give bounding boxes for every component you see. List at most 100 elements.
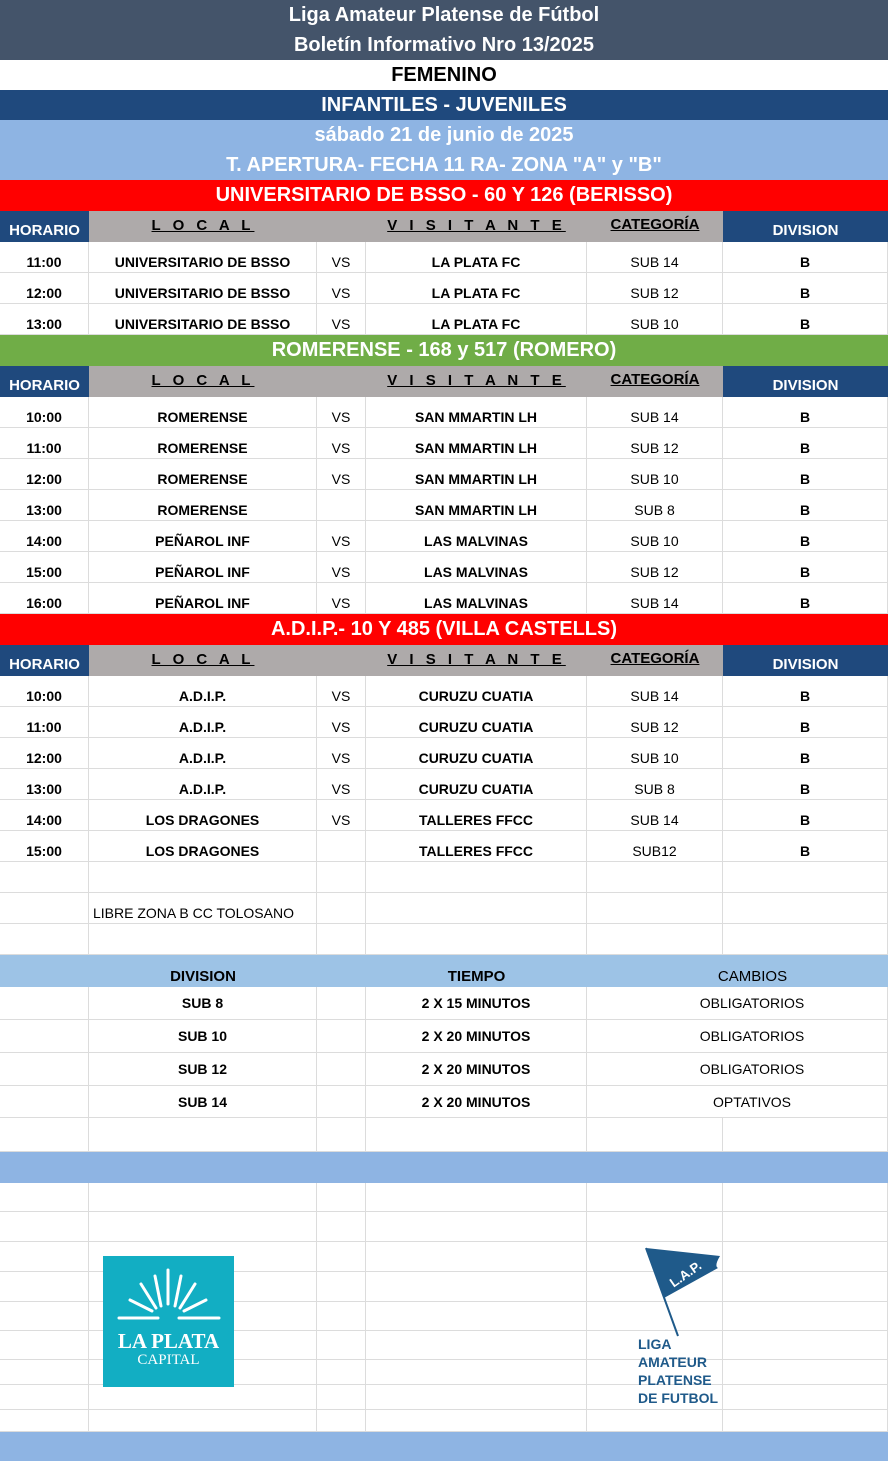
home-team: ROMERENSE [89,397,317,428]
cell [723,1242,888,1272]
home-team: LOS DRAGONES [89,800,317,831]
match-division: B [723,242,888,273]
vs-label: VS [317,459,366,490]
cell [366,1242,587,1272]
away-team: LAS MALVINAS [366,552,587,583]
match-time: 12:00 [0,738,89,769]
cell [366,1385,587,1410]
match-category: SUB 10 [587,459,723,490]
away-team: LA PLATA FC [366,304,587,335]
cell [587,1118,723,1152]
cell [317,1302,366,1331]
cell [366,1118,587,1152]
vs-label: VS [317,707,366,738]
match-row: 12:00 ROMERENSE VS SAN MMARTIN LH SUB 10 B [0,459,888,490]
column-header-row: HORARIO L O C A L V I S I T A N T E CATEGOR… [0,211,888,242]
cell [723,893,888,924]
cell [317,1272,366,1302]
cell [317,1360,366,1385]
match-row: 12:00 UNIVERSITARIO DE BSSO VS LA PLATA FC S… [0,273,888,304]
vs-label: VS [317,397,366,428]
venue-header: UNIVERSITARIO DE BSSO - 60 Y 126 (BERISS… [0,180,888,211]
vs-label: VS [317,800,366,831]
subtitle: Boletín Informativo Nro 13/2025 [0,30,888,60]
empty-row [0,1183,888,1212]
title: Liga Amateur Platense de Fútbol [0,0,888,30]
match-time: 14:00 [0,521,89,552]
match-division: B [723,397,888,428]
match-row: 15:00 LOS DRAGONES TALLERES FFCC SUB12 B [0,831,888,862]
rules-changes: OBLIGATORIOS [587,987,888,1020]
categoria-header: CATEGORÍA [610,371,700,388]
footer-band [0,1432,888,1461]
rules-header: CAMBIOS [717,968,788,985]
cell [0,987,89,1020]
match-row: 12:00 A.D.I.P. VS CURUZU CUATIA SUB 10 B [0,738,888,769]
lap-text-line: PLATENSE [638,1372,712,1388]
category-title: FEMENINO [0,60,888,90]
home-team: A.D.I.P. [89,707,317,738]
match-category: SUB12 [587,831,723,862]
subtitle-text: Boletín Informativo Nro 13/2025 [293,33,595,56]
vs-label: VS [317,552,366,583]
away-team: SAN MMARTIN LH [366,459,587,490]
cell [0,1086,89,1118]
venue-header-text: A.D.I.P.- 10 Y 485 (VILLA CASTELLS) [270,618,617,640]
cell [366,1331,587,1360]
rules-time: 2 X 20 MINUTOS [366,1020,587,1053]
match-division: B [723,304,888,335]
cell [317,1331,366,1360]
cell [0,1360,89,1385]
column-header-row: HORARIO L O C A L V I S I T A N T E CATEGOR… [0,645,888,676]
rules-changes: OBLIGATORIOS [587,1053,888,1086]
match-category: SUB 14 [587,583,723,614]
empty-row [0,1385,888,1410]
match-category: SUB 8 [587,490,723,521]
title-text: Liga Amateur Platense de Fútbol [288,3,600,26]
cell [0,1410,89,1432]
cell [0,862,89,893]
local-header-cell: L O C A L [89,645,366,676]
empty-row [0,924,888,955]
rules-header: TIEMPO [447,968,506,985]
match-time: 13:00 [0,769,89,800]
lap-logo: L.A.P. LIGA AMATEUR PLATENSE DE FUTBOL [638,1246,728,1406]
cell [587,893,723,924]
cell [587,1302,723,1331]
cell [723,1331,888,1360]
match-row: 11:00 ROMERENSE VS SAN MMARTIN LH SUB 12 B [0,428,888,459]
cell [89,862,317,893]
match-time: 14:00 [0,800,89,831]
rules-division: SUB 14 [89,1086,317,1118]
away-team: LA PLATA FC [366,242,587,273]
cell [723,1360,888,1385]
tournament-title: T. APERTURA- FECHA 11 RA- ZONA "A" y "B" [0,150,888,180]
cell [317,1086,366,1118]
match-row: 16:00 PEÑAROL INF VS LAS MALVINAS SUB 14 B [0,583,888,614]
cell [0,1118,89,1152]
cell [0,1020,89,1053]
cell [366,924,587,955]
match-division: B [723,428,888,459]
cell [587,1385,723,1410]
home-team: A.D.I.P. [89,769,317,800]
vs-label: VS [317,676,366,707]
home-team: A.D.I.P. [89,738,317,769]
venue-header: ROMERENSE - 168 y 517 (ROMERO) [0,335,888,366]
match-time: 10:00 [0,397,89,428]
cell [366,1183,587,1212]
match-division: B [723,831,888,862]
local-header-cell: L O C A L [89,211,366,242]
division-header: DIVISION [723,211,888,242]
cell [587,1331,723,1360]
cell [317,1242,366,1272]
cell [366,1410,587,1432]
home-team: PEÑAROL INF [89,521,317,552]
match-row: 11:00 UNIVERSITARIO DE BSSO VS LA PLATA FC S… [0,242,888,273]
vs-label: VS [317,521,366,552]
match-category: SUB 10 [587,521,723,552]
cell [317,893,366,924]
match-division: B [723,521,888,552]
rules-time: 2 X 20 MINUTOS [366,1053,587,1086]
cell [317,1053,366,1086]
